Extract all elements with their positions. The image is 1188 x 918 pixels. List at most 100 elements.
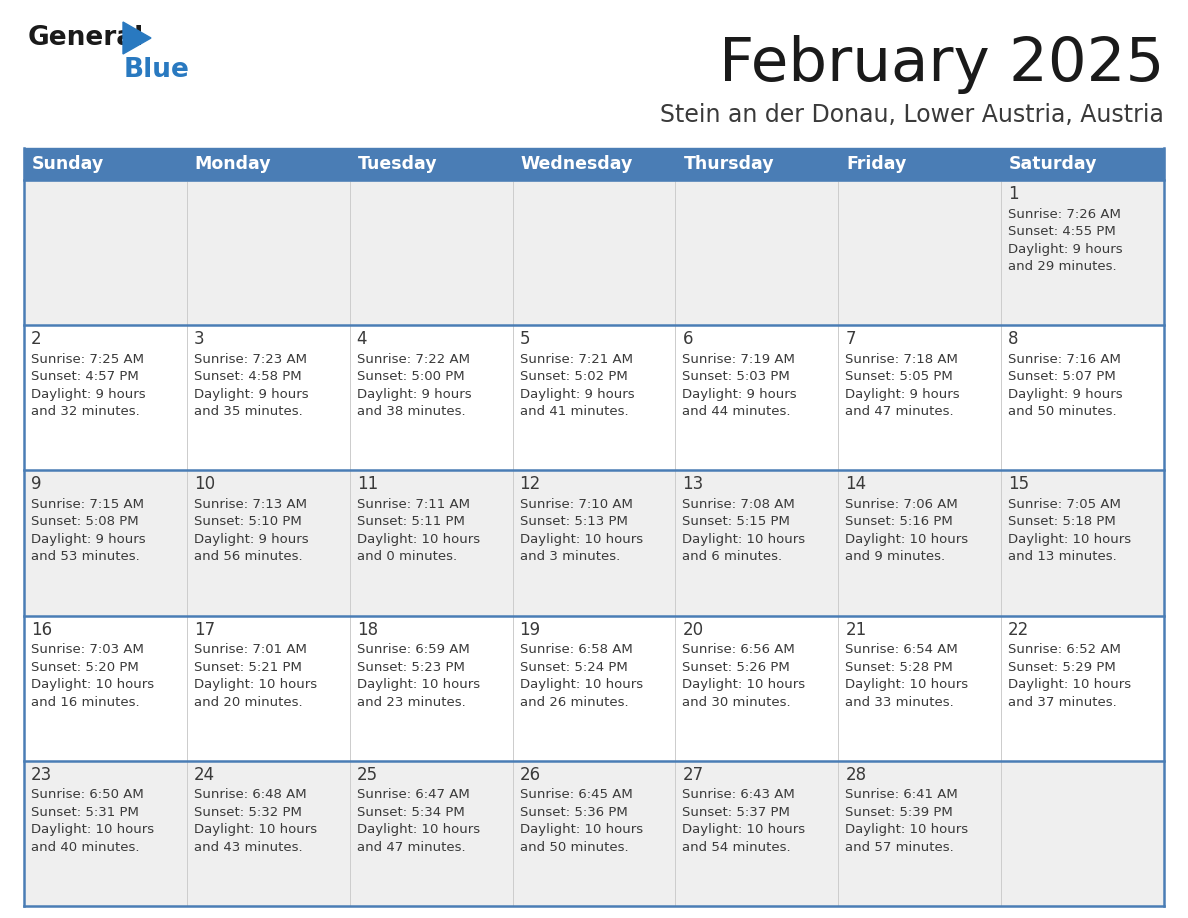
Text: General: General [29,25,144,51]
Text: Sunrise: 7:11 AM: Sunrise: 7:11 AM [356,498,469,511]
Text: Sunset: 5:32 PM: Sunset: 5:32 PM [194,806,302,819]
Text: Sunrise: 6:59 AM: Sunrise: 6:59 AM [356,644,469,656]
Text: 6: 6 [682,330,693,348]
Text: Sunset: 5:31 PM: Sunset: 5:31 PM [31,806,139,819]
Text: 12: 12 [519,476,541,493]
Text: Sunset: 5:20 PM: Sunset: 5:20 PM [31,661,139,674]
Text: Sunrise: 7:08 AM: Sunrise: 7:08 AM [682,498,795,511]
Text: and 37 minutes.: and 37 minutes. [1009,696,1117,709]
Text: 13: 13 [682,476,703,493]
Text: Sunset: 5:03 PM: Sunset: 5:03 PM [682,370,790,383]
Text: Sunrise: 6:41 AM: Sunrise: 6:41 AM [846,789,958,801]
Text: Sunday: Sunday [32,155,105,173]
Text: Blue: Blue [124,57,190,83]
Text: Sunset: 5:29 PM: Sunset: 5:29 PM [1009,661,1116,674]
Text: and 33 minutes.: and 33 minutes. [846,696,954,709]
Text: and 38 minutes.: and 38 minutes. [356,405,466,419]
Text: 17: 17 [194,621,215,639]
Text: Daylight: 10 hours: Daylight: 10 hours [519,823,643,836]
Text: and 23 minutes.: and 23 minutes. [356,696,466,709]
Text: 14: 14 [846,476,866,493]
Text: and 16 minutes.: and 16 minutes. [31,696,140,709]
Text: and 47 minutes.: and 47 minutes. [846,405,954,419]
Text: Sunset: 5:15 PM: Sunset: 5:15 PM [682,515,790,529]
Text: and 43 minutes.: and 43 minutes. [194,841,303,854]
Text: Daylight: 10 hours: Daylight: 10 hours [682,533,805,546]
Bar [24,470,1164,616]
Text: and 47 minutes.: and 47 minutes. [356,841,466,854]
Text: Sunrise: 6:58 AM: Sunrise: 6:58 AM [519,644,632,656]
Text: Sunset: 5:07 PM: Sunset: 5:07 PM [1009,370,1116,383]
Text: Sunset: 5:00 PM: Sunset: 5:00 PM [356,370,465,383]
Text: 26: 26 [519,766,541,784]
Text: Daylight: 9 hours: Daylight: 9 hours [194,387,309,400]
Text: Sunrise: 7:19 AM: Sunrise: 7:19 AM [682,353,795,365]
Bar [24,761,1164,906]
Text: Daylight: 10 hours: Daylight: 10 hours [194,678,317,691]
Text: Monday: Monday [195,155,272,173]
Text: Sunrise: 7:05 AM: Sunrise: 7:05 AM [1009,498,1121,511]
Text: and 3 minutes.: and 3 minutes. [519,551,620,564]
Text: Daylight: 10 hours: Daylight: 10 hours [519,533,643,546]
Text: Daylight: 9 hours: Daylight: 9 hours [519,387,634,400]
Text: Sunset: 5:39 PM: Sunset: 5:39 PM [846,806,953,819]
Text: Daylight: 9 hours: Daylight: 9 hours [682,387,797,400]
Text: Daylight: 10 hours: Daylight: 10 hours [194,823,317,836]
Text: Sunrise: 7:10 AM: Sunrise: 7:10 AM [519,498,632,511]
Text: Sunrise: 6:47 AM: Sunrise: 6:47 AM [356,789,469,801]
Text: Sunrise: 7:21 AM: Sunrise: 7:21 AM [519,353,632,365]
Text: Sunset: 5:24 PM: Sunset: 5:24 PM [519,661,627,674]
Text: 7: 7 [846,330,855,348]
Text: and 57 minutes.: and 57 minutes. [846,841,954,854]
Text: Sunrise: 7:22 AM: Sunrise: 7:22 AM [356,353,469,365]
Text: Sunrise: 7:26 AM: Sunrise: 7:26 AM [1009,207,1121,220]
Text: Sunrise: 7:16 AM: Sunrise: 7:16 AM [1009,353,1121,365]
Text: and 50 minutes.: and 50 minutes. [1009,405,1117,419]
Text: Sunset: 5:34 PM: Sunset: 5:34 PM [356,806,465,819]
Text: Daylight: 9 hours: Daylight: 9 hours [194,533,309,546]
Text: Sunrise: 7:13 AM: Sunrise: 7:13 AM [194,498,307,511]
Text: Daylight: 10 hours: Daylight: 10 hours [356,678,480,691]
Text: 5: 5 [519,330,530,348]
Text: and 30 minutes.: and 30 minutes. [682,696,791,709]
Text: 23: 23 [31,766,52,784]
Text: Daylight: 10 hours: Daylight: 10 hours [1009,678,1131,691]
Bar [24,616,1164,761]
Text: 9: 9 [31,476,42,493]
Text: and 13 minutes.: and 13 minutes. [1009,551,1117,564]
Text: and 54 minutes.: and 54 minutes. [682,841,791,854]
Text: Sunset: 5:05 PM: Sunset: 5:05 PM [846,370,953,383]
Text: Sunset: 5:36 PM: Sunset: 5:36 PM [519,806,627,819]
Text: Sunrise: 6:54 AM: Sunrise: 6:54 AM [846,644,958,656]
Text: and 20 minutes.: and 20 minutes. [194,696,303,709]
Text: 20: 20 [682,621,703,639]
Text: Tuesday: Tuesday [358,155,437,173]
Text: and 26 minutes.: and 26 minutes. [519,696,628,709]
Text: Saturday: Saturday [1009,155,1098,173]
Text: Daylight: 9 hours: Daylight: 9 hours [31,387,146,400]
Text: 4: 4 [356,330,367,348]
Text: 28: 28 [846,766,866,784]
Text: Daylight: 9 hours: Daylight: 9 hours [1009,387,1123,400]
Text: and 56 minutes.: and 56 minutes. [194,551,303,564]
Text: Daylight: 10 hours: Daylight: 10 hours [356,533,480,546]
Text: Sunrise: 6:52 AM: Sunrise: 6:52 AM [1009,644,1121,656]
Text: Daylight: 10 hours: Daylight: 10 hours [1009,533,1131,546]
Text: Sunrise: 7:06 AM: Sunrise: 7:06 AM [846,498,958,511]
Text: Daylight: 10 hours: Daylight: 10 hours [31,823,154,836]
Bar [24,148,1164,180]
Text: Sunrise: 7:01 AM: Sunrise: 7:01 AM [194,644,307,656]
Text: 2: 2 [31,330,42,348]
Text: 8: 8 [1009,330,1018,348]
Text: and 41 minutes.: and 41 minutes. [519,405,628,419]
Text: and 6 minutes.: and 6 minutes. [682,551,783,564]
Text: Daylight: 9 hours: Daylight: 9 hours [356,387,472,400]
Text: Sunrise: 6:43 AM: Sunrise: 6:43 AM [682,789,795,801]
Text: Sunset: 4:57 PM: Sunset: 4:57 PM [31,370,139,383]
Text: Sunset: 5:26 PM: Sunset: 5:26 PM [682,661,790,674]
Text: Daylight: 10 hours: Daylight: 10 hours [31,678,154,691]
Text: Daylight: 10 hours: Daylight: 10 hours [846,533,968,546]
Text: and 40 minutes.: and 40 minutes. [31,841,139,854]
Text: 22: 22 [1009,621,1029,639]
Text: Sunset: 4:58 PM: Sunset: 4:58 PM [194,370,302,383]
